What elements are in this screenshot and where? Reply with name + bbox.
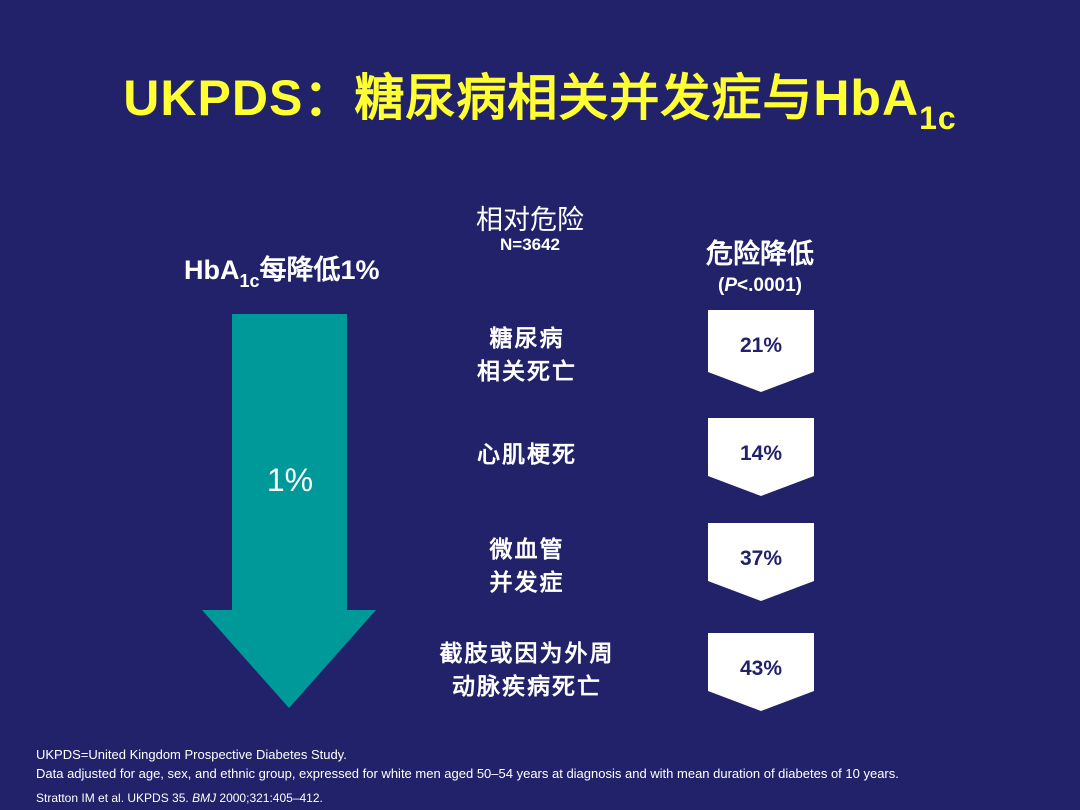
risk-value: 21%: [739, 334, 783, 357]
hba-label-prefix: HbA: [184, 255, 240, 285]
risk-value: 43%: [739, 657, 783, 680]
arrow-value: 1%: [266, 462, 314, 498]
risk-badge-mi: 14%: [708, 418, 814, 496]
chevron-badge-icon: [708, 523, 814, 601]
footnote-reference: Stratton IM et al. UKPDS 35. BMJ 2000;32…: [36, 791, 323, 805]
outcome-line: 微血管: [489, 536, 565, 562]
footnote-abbreviation: UKPDS=United Kingdom Prospective Diabete…: [36, 747, 347, 762]
outcome-diabetes-death: 糖尿病 相关死亡: [420, 322, 634, 388]
risk-reduction-title: 危险降低: [706, 239, 814, 269]
down-arrow-icon: [202, 314, 376, 708]
risk-value: 37%: [739, 547, 783, 570]
hba-label-suffix: 每降低1%: [259, 255, 380, 285]
outcome-line: 糖尿病: [489, 325, 565, 351]
outcome-line: 并发症: [489, 569, 565, 595]
chevron-badge-icon: [708, 418, 814, 496]
footnote-adjustment: Data adjusted for age, sex, and ethnic g…: [36, 766, 899, 781]
risk-reduction-header: 危险降低 (P<.0001): [680, 232, 840, 297]
relative-risk-header: 相对危险 N=3642: [430, 198, 630, 255]
relative-risk-title: 相对危险: [476, 205, 584, 235]
sample-size: N=3642: [499, 235, 561, 254]
chevron-badge-icon: [708, 310, 814, 392]
risk-value: 14%: [739, 442, 783, 465]
p-value: (P<.0001): [718, 275, 802, 296]
outcome-microvascular: 微血管 并发症: [420, 533, 634, 599]
hba-label-subscript: 1c: [239, 271, 260, 291]
hba1c-reduction-label: HbA1c每降低1%: [184, 248, 380, 292]
slide-title-text: UKPDS：糖尿病相关并发症与HbA: [123, 70, 920, 126]
outcome-mi: 心肌梗死: [420, 438, 634, 471]
risk-badge-microvascular: 37%: [708, 523, 814, 601]
risk-badge-amputation: 43%: [708, 633, 814, 711]
outcome-amputation: 截肢或因为外周 动脉疾病死亡: [413, 637, 641, 703]
outcome-line: 心肌梗死: [477, 441, 577, 467]
outcome-line: 相关死亡: [477, 358, 577, 384]
outcome-line: 动脉疾病死亡: [452, 673, 602, 699]
slide-title-subscript: 1c: [919, 100, 957, 136]
chevron-badge-icon: [708, 633, 814, 711]
outcome-line: 截肢或因为外周: [439, 640, 615, 666]
risk-badge-diabetes-death: 21%: [708, 310, 814, 392]
slide-title: UKPDS：糖尿病相关并发症与HbA1c: [0, 58, 1080, 137]
